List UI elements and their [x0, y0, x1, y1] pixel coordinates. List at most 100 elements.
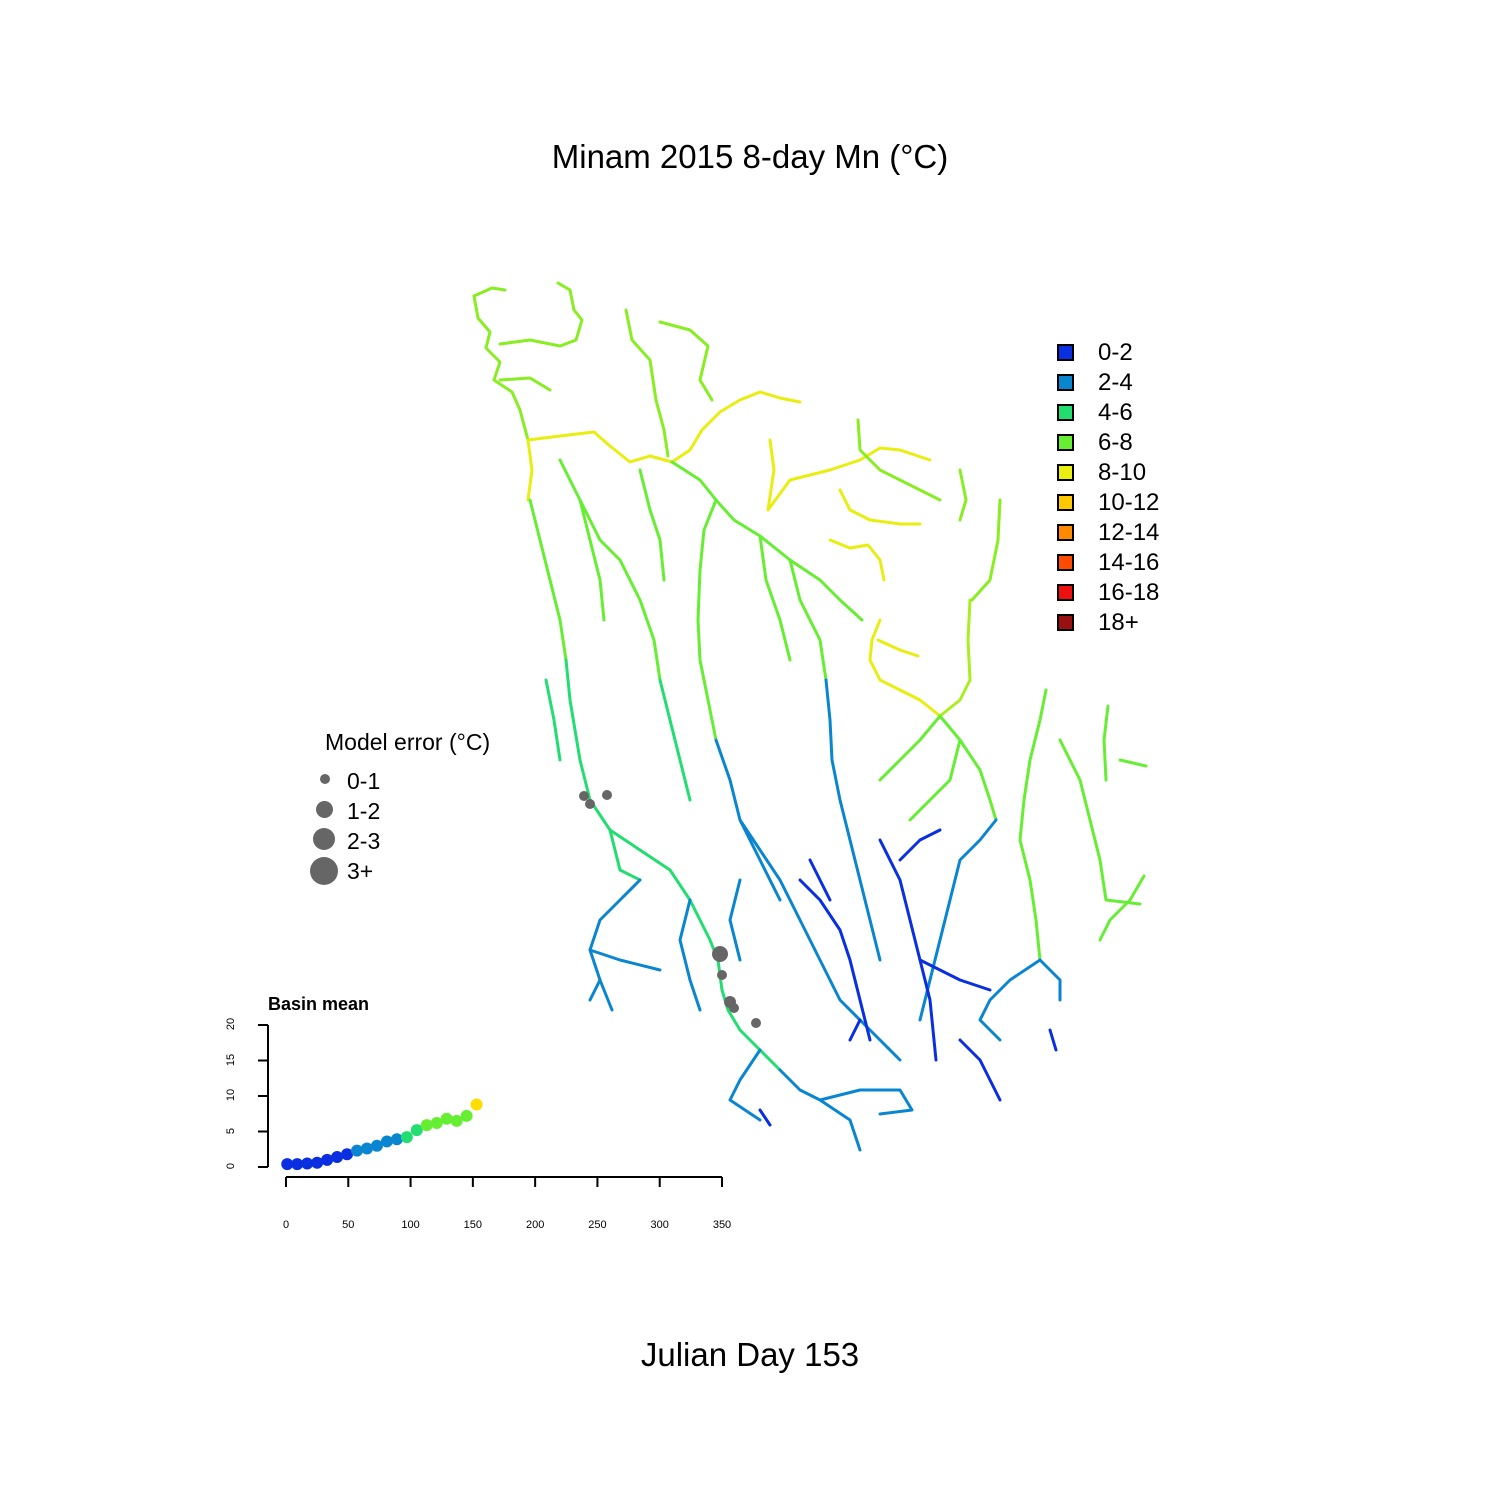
- legend-swatch: [1057, 494, 1074, 511]
- legend-label: 2-4: [1098, 369, 1133, 396]
- river-segment: [638, 468, 666, 582]
- river-segment: [876, 638, 920, 658]
- river-segment: [588, 948, 662, 972]
- x-tick-label: 200: [525, 1219, 545, 1231]
- river-segment: [588, 878, 642, 1012]
- error-legend-label: 3+: [347, 858, 374, 884]
- basin-mean-point: [311, 1156, 324, 1169]
- river-segment: [544, 678, 562, 762]
- y-tick-label: 15: [225, 1053, 237, 1066]
- river-segment: [808, 858, 832, 902]
- basin-mean-point: [370, 1139, 383, 1152]
- river-segment: [696, 498, 718, 742]
- legend-label: 16-18: [1098, 579, 1160, 606]
- basin-mean-point: [360, 1142, 373, 1155]
- legend-label: 0-2: [1098, 339, 1133, 366]
- river-segment: [728, 1048, 762, 1122]
- basin-mean-point: [291, 1158, 304, 1171]
- river-segment: [578, 498, 606, 622]
- error-point: [585, 799, 595, 809]
- error-point: [579, 791, 589, 801]
- legend-swatch: [1057, 584, 1074, 601]
- river-segment: [658, 320, 714, 402]
- basin-mean-point: [341, 1148, 354, 1161]
- river-segment: [1048, 1028, 1058, 1052]
- river-segment: [958, 1038, 1002, 1102]
- error-point: [729, 1003, 739, 1013]
- legend-label: 6-8: [1098, 429, 1133, 456]
- error-size-dot: [310, 857, 338, 885]
- legend-swatch: [1057, 524, 1074, 541]
- river-segment: [624, 308, 670, 458]
- inset-chart-title: Basin mean: [268, 994, 370, 1014]
- river-segment: [758, 1108, 772, 1127]
- basin-mean-point: [390, 1133, 403, 1146]
- error-point: [751, 1018, 761, 1028]
- legend-label: 8-10: [1098, 459, 1147, 486]
- basin-mean-point: [450, 1114, 463, 1127]
- river-segment: [758, 534, 792, 662]
- river-segment: [608, 828, 642, 882]
- error-legend-label: 2-3: [347, 828, 381, 854]
- legend-swatch: [1057, 614, 1074, 631]
- error-legend-label: 1-2: [347, 798, 381, 824]
- river-segment: [938, 714, 998, 822]
- julian-day-label: Julian Day 153: [640, 1336, 860, 1373]
- y-tick-label: 20: [225, 1017, 237, 1031]
- x-tick-label: 300: [650, 1219, 669, 1231]
- river-segment: [818, 1088, 914, 1116]
- legend-label: 4-6: [1098, 399, 1133, 426]
- error-point: [712, 946, 728, 962]
- legend-label: 18+: [1098, 609, 1139, 636]
- river-segment: [918, 958, 992, 992]
- basin-mean-point: [301, 1157, 314, 1170]
- river-segment: [798, 878, 872, 1042]
- basin-mean-point: [420, 1119, 433, 1132]
- river-segment: [498, 281, 584, 348]
- error-size-dot: [313, 828, 335, 850]
- river-segment: [1018, 688, 1048, 962]
- x-tick-label: 350: [712, 1219, 732, 1231]
- y-tick-label: 0: [225, 1162, 237, 1170]
- legend-swatch: [1057, 404, 1074, 421]
- river-segment: [1058, 738, 1142, 906]
- legend-label: 10-12: [1098, 489, 1160, 516]
- basin-mean-point: [331, 1151, 344, 1164]
- legend-label: 12-14: [1098, 519, 1160, 546]
- river-segment: [1038, 958, 1062, 1002]
- basin-mean-point: [460, 1109, 473, 1122]
- x-tick-label: 0: [282, 1219, 290, 1231]
- river-segment: [868, 618, 942, 718]
- river-segment: [788, 558, 828, 682]
- river-segment: [838, 488, 922, 526]
- river-segment: [878, 838, 938, 1062]
- river-segment: [978, 958, 1042, 1042]
- legend-label: 14-16: [1098, 549, 1160, 576]
- river-segment: [588, 978, 602, 1002]
- river-segment: [498, 376, 552, 392]
- river-segment: [528, 498, 568, 662]
- river-segment: [1098, 874, 1146, 942]
- error-size-dot: [320, 774, 330, 784]
- river-segment: [848, 1018, 862, 1042]
- error-point: [717, 970, 727, 980]
- river-segment: [678, 898, 702, 1012]
- y-tick-label: 5: [225, 1127, 237, 1134]
- river-segment: [918, 818, 998, 1022]
- legend-swatch: [1057, 464, 1074, 481]
- basin-mean-point: [380, 1135, 393, 1148]
- river-segment: [970, 498, 1002, 602]
- map-title: Minam 2015 8-day Mn (°C): [551, 138, 949, 175]
- error-size-dot: [316, 801, 333, 818]
- river-segment: [1118, 758, 1148, 768]
- river-segment: [1102, 704, 1110, 782]
- basin-mean-point: [470, 1098, 483, 1111]
- basin-mean-point: [321, 1153, 334, 1166]
- river-segment: [898, 828, 942, 862]
- legend-swatch: [1057, 434, 1074, 451]
- basin-mean-point: [281, 1158, 294, 1171]
- river-segment: [766, 438, 932, 512]
- river-segment: [958, 468, 968, 522]
